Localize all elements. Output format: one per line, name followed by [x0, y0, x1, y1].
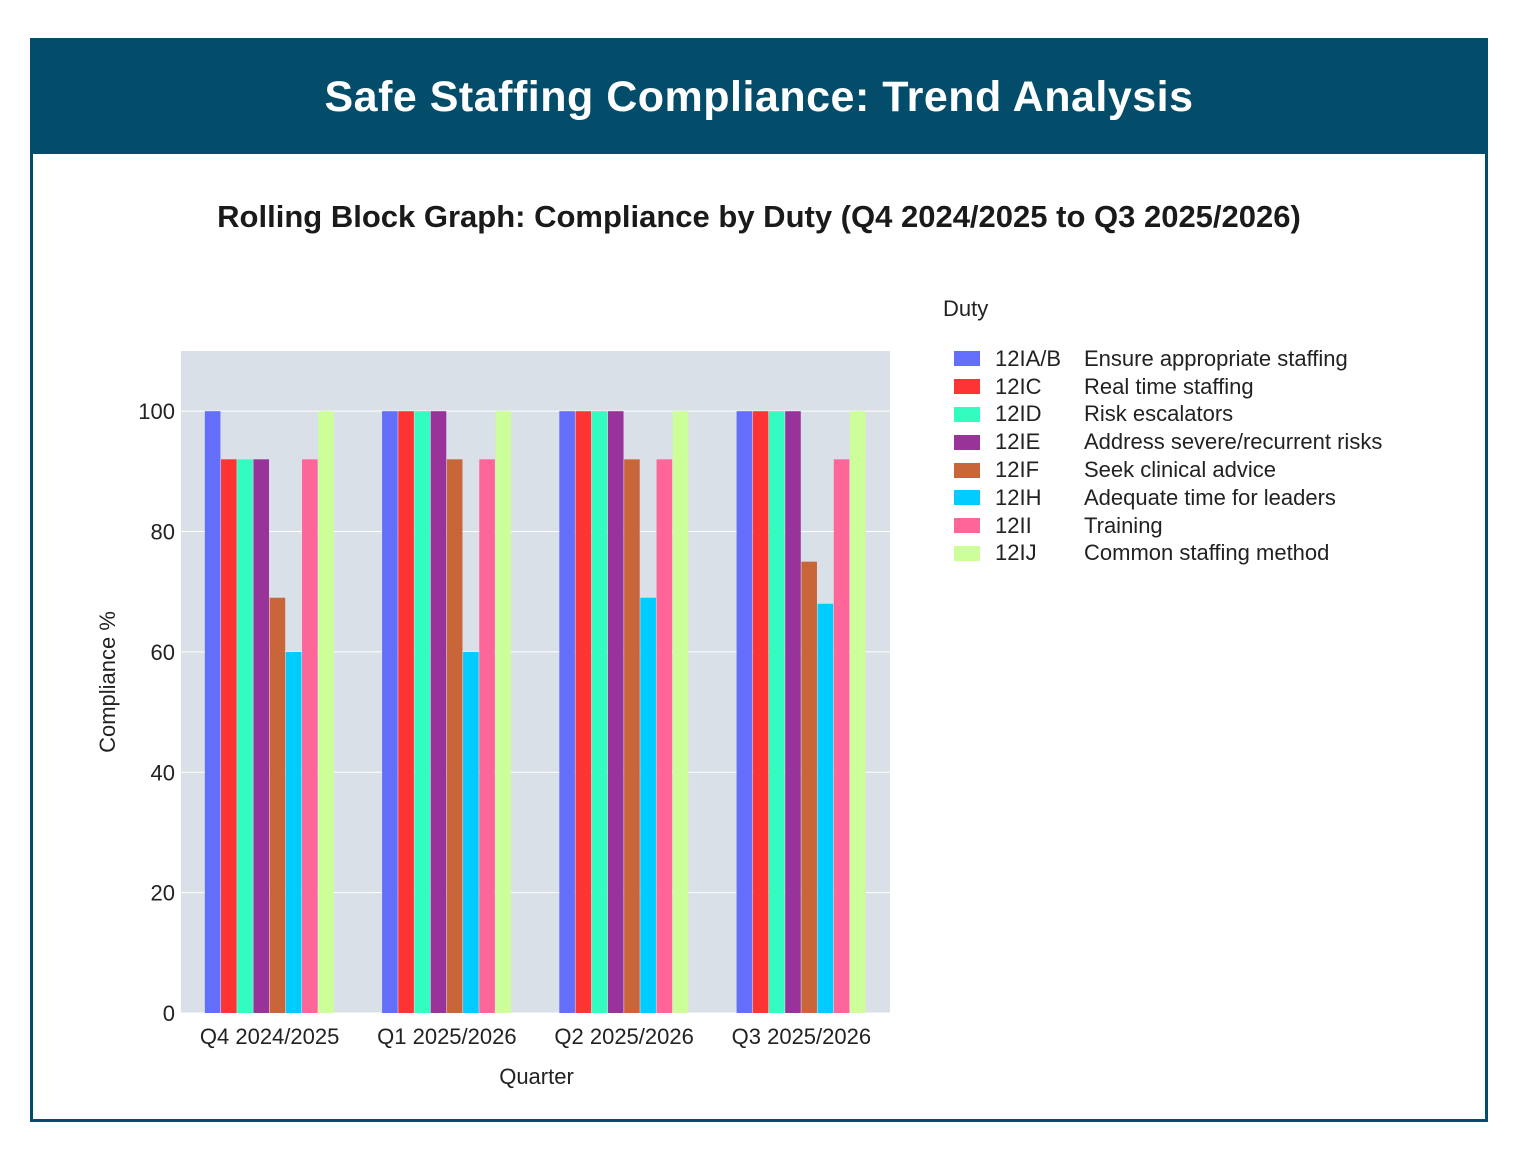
- chart-title: Rolling Block Graph: Compliance by Duty …: [217, 199, 1301, 234]
- y-axis-label: Compliance %: [95, 611, 120, 753]
- bar-12ij-2: [495, 411, 512, 1013]
- bar-12ic-4: [752, 411, 769, 1013]
- legend-swatch: [954, 490, 980, 506]
- legend-swatch: [954, 379, 980, 395]
- legend-swatch: [954, 462, 980, 478]
- legend-code: 12ID: [995, 401, 1042, 427]
- legend-item[interactable]: 12IH Adequate time for leaders: [943, 484, 1382, 512]
- bar-12id-3: [591, 411, 608, 1013]
- bar-12if-3: [624, 459, 640, 1013]
- bar-12ii-2: [479, 459, 495, 1013]
- bar-12ic-2: [398, 411, 414, 1013]
- bar-12ih-4: [817, 603, 834, 1013]
- legend-item[interactable]: 12IA/B Ensure appropriate staffing: [943, 345, 1382, 373]
- bar-12ic-3: [575, 411, 592, 1013]
- legend-title: Duty: [943, 296, 989, 321]
- legend-items: 12IA/B Ensure appropriate staffing 12IC Rea…: [943, 345, 1382, 567]
- legend-swatch: [954, 351, 980, 367]
- legend-code: 12IF: [995, 457, 1040, 483]
- legend-swatch: [954, 406, 980, 422]
- legend-item[interactable]: 12ID Risk escalators: [943, 401, 1382, 429]
- legend-label: Seek clinical advice: [1084, 457, 1276, 483]
- x-tick-label: Q2 2025/2026: [554, 1024, 693, 1049]
- legend-item[interactable]: 12IE Address severe/recurrent risks: [943, 428, 1382, 456]
- bar-12id-4: [768, 411, 785, 1013]
- legend-swatch: [954, 434, 980, 450]
- bar-12ie-3: [607, 411, 624, 1013]
- bar-12id-2: [414, 411, 431, 1013]
- bar-12ij-4: [849, 411, 866, 1013]
- bar-12if-1: [269, 597, 286, 1013]
- bar-12ih-2: [463, 651, 479, 1013]
- y-tick-label: 80: [151, 520, 175, 545]
- bar-12ih-1: [285, 651, 302, 1013]
- bar-12iab-1: [204, 411, 221, 1013]
- legend-label: Training: [1084, 512, 1163, 538]
- bar-12iab-2: [382, 411, 398, 1013]
- bar-12ie-4: [785, 411, 801, 1013]
- bar-12id-1: [237, 459, 253, 1013]
- legend-item[interactable]: 12IC Real time staffing: [943, 373, 1382, 401]
- y-tick-label: 60: [151, 640, 175, 665]
- legend-item[interactable]: 12IJ Common staffing method: [943, 540, 1382, 568]
- bar-12ic-1: [221, 459, 237, 1013]
- legend-code: 12IJ: [995, 540, 1037, 566]
- y-tick-label: 100: [138, 399, 175, 424]
- bar-12ii-1: [302, 459, 318, 1013]
- legend-item[interactable]: 12II Training: [943, 512, 1382, 540]
- x-tick-label: Q4 2024/2025: [200, 1024, 339, 1049]
- bar-12ie-2: [430, 411, 447, 1013]
- legend-code: 12IC: [995, 373, 1042, 399]
- x-axis-label: Quarter: [499, 1064, 574, 1089]
- legend-swatch: [954, 545, 980, 561]
- bar-12iab-3: [559, 411, 575, 1013]
- legend-code: 12IH: [995, 484, 1042, 510]
- legend-code: 12IE: [995, 429, 1041, 455]
- bar-12iab-4: [736, 411, 753, 1013]
- bar-12ii-4: [833, 459, 850, 1013]
- legend-label: Real time staffing: [1084, 373, 1254, 399]
- bar-12if-2: [446, 459, 463, 1013]
- legend-label: Risk escalators: [1084, 401, 1234, 427]
- bar-chart: 0 20 40 60 80 100 Q4 2024/2025 Q1 2025/2026 Q2 2…: [95, 351, 890, 1089]
- legend-label: Adequate time for leaders: [1084, 484, 1336, 510]
- report-frame: Safe Staffing Compliance: Trend Analysis…: [30, 38, 1488, 1122]
- bar-12if-4: [801, 561, 817, 1013]
- bar-12ij-3: [672, 411, 689, 1013]
- y-tick-label: 40: [151, 760, 175, 785]
- legend-item[interactable]: 12IF Seek clinical advice: [943, 456, 1382, 484]
- y-tick-label: 20: [151, 881, 175, 906]
- legend: Duty 12IA/B Ensure appropriate staffing 12…: [943, 296, 1382, 567]
- page-title: Safe Staffing Compliance: Trend Analysis: [324, 73, 1194, 121]
- x-tick-label: Q1 2025/2026: [377, 1024, 516, 1049]
- bar-12ii-3: [656, 459, 673, 1013]
- bar-12ih-3: [640, 597, 656, 1013]
- bar-12ie-1: [253, 459, 270, 1013]
- legend-label: Address severe/recurrent risks: [1084, 429, 1383, 455]
- legend-label: Common staffing method: [1084, 540, 1330, 566]
- legend-swatch: [954, 518, 980, 534]
- x-tick-label: Q3 2025/2026: [732, 1024, 871, 1049]
- header-banner: Safe Staffing Compliance: Trend Analysis: [33, 41, 1485, 154]
- legend-code: 12II: [995, 512, 1032, 538]
- legend-code: 12IA/B: [995, 345, 1062, 371]
- bar-12ij-1: [318, 411, 334, 1013]
- legend-label: Ensure appropriate staffing: [1084, 345, 1348, 371]
- y-tick-label: 0: [163, 1001, 175, 1026]
